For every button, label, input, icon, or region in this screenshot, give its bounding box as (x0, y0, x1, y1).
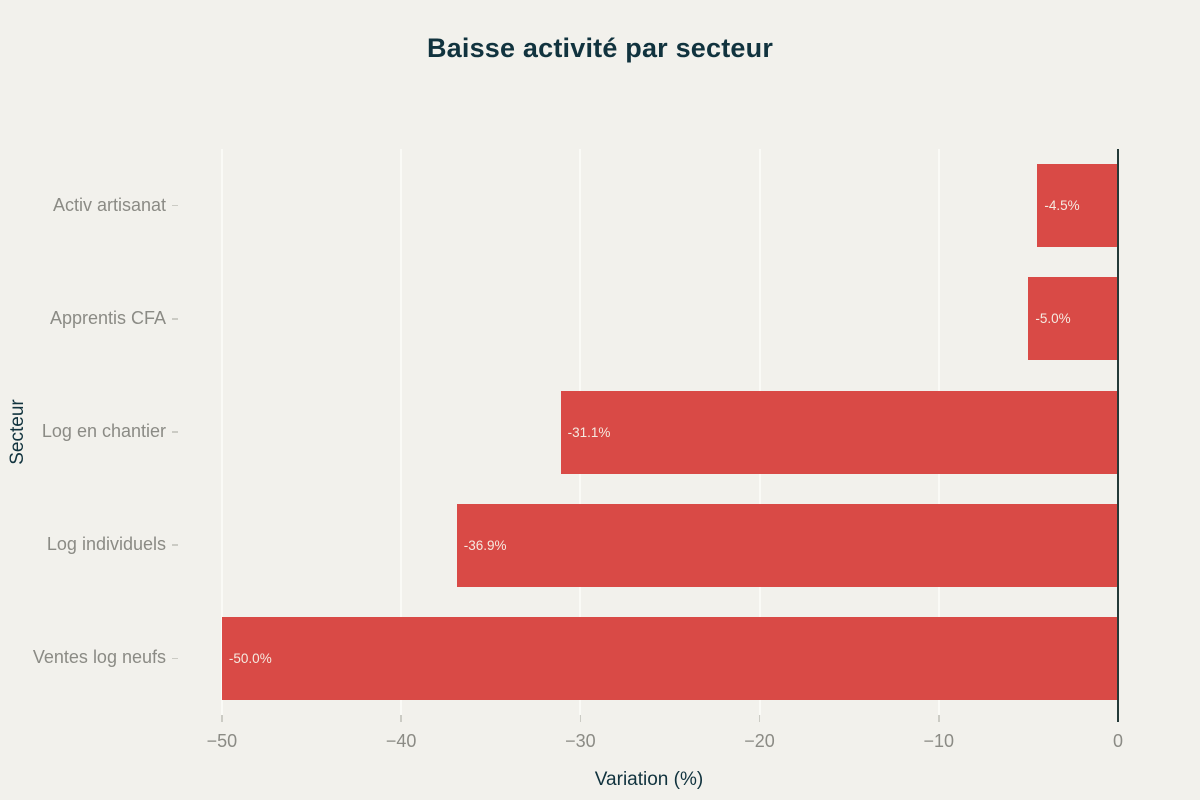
x-axis-tick-label: −30 (565, 731, 596, 751)
x-axis-tick-label: −50 (206, 731, 238, 751)
bar-value-label: -4.5% (1044, 198, 1080, 214)
x-axis-tick-mark (579, 715, 582, 722)
y-axis-category-label: Ventes log neufs (32, 647, 166, 668)
chart-title: Baisse activité par secteur (426, 33, 774, 63)
x-axis-tick-label: −20 (744, 731, 775, 751)
gridline (220, 149, 223, 715)
x-axis-tick-mark (221, 715, 223, 722)
bar-value-label: -36.9% (463, 537, 507, 553)
x-axis-tick-mark (938, 715, 940, 722)
bar-value-label: -5.0% (1035, 311, 1071, 327)
bar-log-individuels: -36.9% (456, 503, 1118, 587)
bar-apprentis-cfa: -5.0% (1028, 277, 1118, 361)
gridline (400, 149, 403, 715)
y-axis-category-label: Activ artisanat (52, 194, 166, 215)
x-axis-tick-label: 0 (1112, 731, 1123, 751)
y-axis-tick-mark (172, 544, 178, 546)
bar-log-en-chantier: -31.1% (560, 390, 1118, 474)
bar-value-label: -50.0% (228, 650, 272, 666)
y-axis-tick-mark (172, 657, 178, 660)
y-axis-tick-mark (172, 431, 178, 433)
x-axis-tick-label: −40 (385, 731, 417, 751)
y-axis-category-label: Apprentis CFA (49, 307, 166, 328)
x-axis-title: Variation (%) (594, 769, 704, 790)
y-axis-category-label: Log en chantier (41, 421, 166, 441)
x-axis-tick-label: −10 (923, 731, 955, 751)
bar-activ-artisanat: -4.5% (1037, 164, 1118, 248)
x-axis-tick-mark (758, 715, 761, 722)
bar-value-label: -31.1% (567, 424, 611, 440)
y-axis-tick-mark (172, 318, 178, 320)
bar-ventes-log-neufs: -50.0% (221, 616, 1118, 700)
y-axis-category-label: Log individuels (46, 534, 166, 555)
zero-axis-line (1117, 149, 1119, 721)
y-axis-tick-mark (172, 204, 178, 207)
x-axis-tick-mark (400, 715, 402, 722)
